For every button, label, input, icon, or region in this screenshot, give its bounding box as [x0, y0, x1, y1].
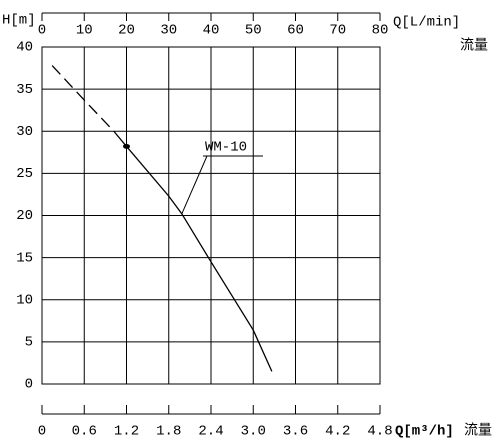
y-tick-label: 40: [16, 40, 33, 56]
x2-tick-label: 3.6: [283, 424, 308, 440]
x2-tick-label: 2.4: [198, 424, 223, 440]
annotation-leader: [181, 155, 208, 215]
y-tick-label: 30: [16, 124, 33, 140]
y-tick-label: 25: [16, 166, 33, 182]
x2-tick-label: 1.8: [156, 424, 181, 440]
x2-tick-label: 0: [38, 424, 46, 440]
x-axis-sublabel: 流量: [460, 38, 488, 55]
y-tick-label: 5: [25, 335, 33, 351]
point-marker: [123, 143, 130, 149]
x-tick-label: 70: [329, 23, 346, 39]
x-tick-label: 0: [38, 23, 46, 39]
x-axis-label: Q[L/min]: [393, 15, 460, 31]
x2-tick-label: 3.0: [241, 424, 266, 440]
x2-tick-label: 0.6: [72, 424, 97, 440]
x2-tick-label: 4.8: [367, 424, 392, 440]
x2-axis-sublabel: 流量: [464, 423, 492, 440]
curve: [113, 130, 273, 372]
annotation: WM-10: [205, 140, 247, 156]
y-tick-label: 35: [16, 82, 33, 98]
x2-tick-label: 1.2: [114, 424, 139, 440]
x2-tick-label: 4.2: [325, 424, 350, 440]
x-tick-label: 30: [160, 23, 177, 39]
curve: [51, 65, 115, 132]
x2-axis-label: Q[m³/h]: [395, 424, 454, 440]
x-tick-label: 10: [76, 23, 93, 39]
x-tick-label: 40: [203, 23, 220, 39]
y-tick-label: 20: [16, 208, 33, 224]
x-tick-label: 80: [372, 23, 389, 39]
y-tick-label: 15: [16, 250, 33, 266]
x-tick-label: 20: [118, 23, 135, 39]
y-tick-label: 0: [25, 377, 33, 393]
x-tick-label: 50: [245, 23, 262, 39]
y-axis-label: H[m]: [2, 13, 36, 29]
y-tick-label: 10: [16, 292, 33, 308]
x-tick-label: 60: [287, 23, 304, 39]
